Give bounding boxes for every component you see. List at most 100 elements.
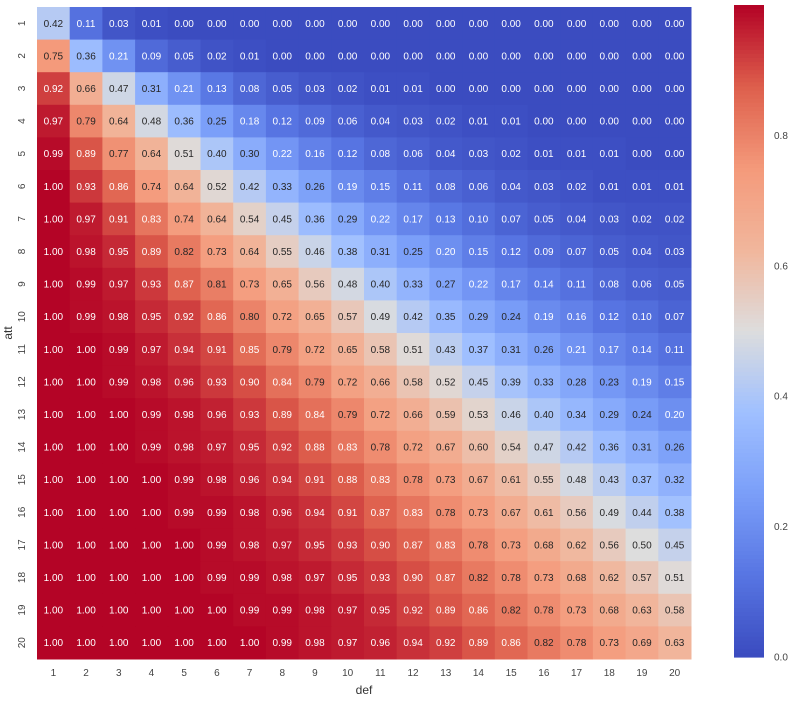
- cell-value-label: 0.06: [403, 149, 423, 160]
- cell-value-label: 0.96: [240, 475, 260, 486]
- cell-value-label: 0.00: [567, 51, 587, 62]
- cell-value-label: 0.73: [567, 606, 587, 617]
- heatmap-cell: [494, 430, 528, 464]
- cell-value-label: 0.11: [404, 182, 423, 193]
- cell-value-label: 0.00: [600, 51, 620, 62]
- cell-value-label: 1.00: [76, 606, 96, 617]
- heatmap-cell: [102, 398, 136, 432]
- colorbar-segment: [734, 375, 764, 381]
- y-tick-label: 11: [17, 344, 28, 355]
- cell-value-label: 0.31: [632, 443, 652, 454]
- cell-value-label: 0.73: [240, 280, 260, 291]
- x-tick-label: 12: [407, 668, 419, 679]
- cell-value-label: 0.92: [403, 606, 423, 617]
- heatmap-cell: [560, 561, 594, 595]
- cell-value-label: 0.94: [305, 508, 325, 519]
- colorbar-segment: [734, 184, 764, 189]
- heatmap-cell: [625, 528, 659, 562]
- cell-value-label: 0.00: [240, 19, 260, 30]
- colorbar-segment: [734, 461, 764, 467]
- colorbar-segment: [734, 322, 764, 328]
- cell-value-label: 0.66: [371, 377, 391, 388]
- heatmap-cell: [200, 72, 234, 106]
- heatmap-cell: [560, 398, 594, 432]
- cell-value-label: 0.24: [632, 410, 652, 421]
- heatmap-cell: [625, 202, 659, 236]
- cell-value-label: 0.01: [534, 149, 554, 160]
- cell-value-label: 0.91: [305, 475, 325, 486]
- cell-value-label: 0.10: [632, 312, 652, 323]
- colorbar-segment: [734, 127, 764, 132]
- heatmap-cell: [233, 496, 267, 530]
- heatmap-cell: [200, 561, 234, 595]
- cell-value-label: 0.00: [632, 117, 652, 128]
- heatmap-cell: [560, 267, 594, 301]
- cell-value-label: 0.85: [240, 345, 260, 356]
- heatmap-cell: [658, 235, 692, 269]
- heatmap-cell: [658, 593, 692, 627]
- heatmap-cell: [527, 496, 561, 530]
- cell-value-label: 1.00: [174, 573, 194, 584]
- colorbar-segment: [734, 648, 764, 654]
- cell-value-label: 1.00: [76, 410, 96, 421]
- colorbar-segment: [734, 172, 764, 177]
- colorbar-segment: [734, 119, 764, 124]
- heatmap-cell: [396, 170, 430, 204]
- heatmap-cell: [298, 398, 332, 432]
- cell-value-label: 0.17: [403, 214, 423, 225]
- heatmap-cell: [69, 430, 103, 464]
- heatmap-cell: [592, 398, 627, 432]
- cell-value-label: 0.98: [273, 573, 293, 584]
- cell-value-label: 1.00: [44, 540, 64, 551]
- heatmap-cell: [429, 235, 463, 269]
- colorbar-segment: [734, 420, 764, 426]
- heatmap-cell: [298, 333, 332, 367]
- heatmap-cell: [298, 528, 332, 562]
- heatmap-cell: [494, 593, 528, 627]
- heatmap-cell: [462, 39, 496, 73]
- colorbar-segment: [734, 612, 764, 617]
- heatmap-cell: [135, 39, 169, 73]
- cell-value-label: 0.38: [665, 508, 685, 519]
- cell-value-label: 0.12: [338, 149, 358, 160]
- heatmap-cell: [592, 137, 627, 171]
- heatmap-cell: [331, 267, 365, 301]
- heatmap-cell: [233, 561, 267, 595]
- cell-value-label: 0.25: [207, 117, 227, 128]
- cell-value-label: 0.99: [76, 280, 96, 291]
- heatmap-cell: [37, 235, 71, 269]
- cell-value-label: 0.00: [436, 19, 456, 30]
- cell-value-label: 0.93: [371, 573, 391, 584]
- heatmap-cell: [37, 561, 71, 595]
- cell-value-label: 0.78: [436, 508, 456, 519]
- cell-value-label: 0.78: [469, 540, 489, 551]
- heatmap-cell: [69, 235, 103, 269]
- heatmap-cell: [592, 626, 627, 660]
- heatmap-cell: [135, 267, 169, 301]
- heatmap-cell: [494, 365, 528, 399]
- colorbar-segment: [734, 13, 764, 18]
- heatmap-cell: [167, 72, 201, 106]
- cell-value-label: 0.31: [142, 84, 162, 95]
- heatmap-cell: [364, 170, 398, 204]
- heatmap-cell: [69, 7, 103, 41]
- heatmap-cell: [298, 235, 332, 269]
- cell-value-label: 0.91: [109, 214, 129, 225]
- cell-value-label: 0.08: [436, 182, 456, 193]
- cell-value-label: 0.63: [632, 606, 652, 617]
- heatmap-cell: [364, 202, 398, 236]
- heatmap-cell: [364, 137, 398, 171]
- heatmap-cell: [396, 496, 430, 530]
- cell-value-label: 0.00: [403, 19, 423, 30]
- cell-value-label: 1.00: [109, 508, 129, 519]
- colorbar-segment: [734, 424, 764, 430]
- cell-value-label: 0.15: [469, 247, 489, 258]
- cell-value-label: 0.00: [632, 149, 652, 160]
- heatmap-cell: [102, 300, 136, 334]
- heatmap-cell: [233, 430, 267, 464]
- heatmap-cell: [298, 72, 332, 106]
- heatmap-cell: [494, 561, 528, 595]
- cell-value-label: 0.40: [534, 410, 554, 421]
- heatmap-cell: [364, 398, 398, 432]
- heatmap-cell: [592, 561, 627, 595]
